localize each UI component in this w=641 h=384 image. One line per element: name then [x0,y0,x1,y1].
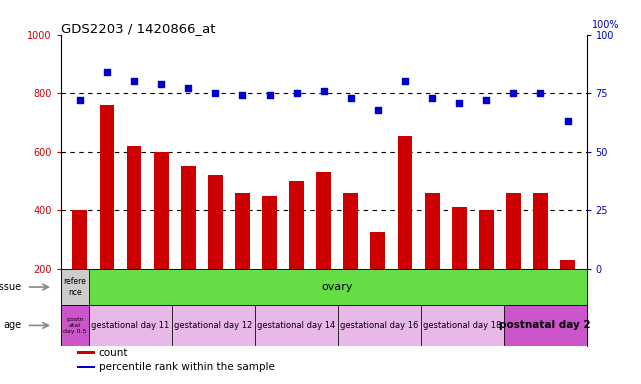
Point [373,106,383,113]
Bar [344,193,358,269]
Point [345,95,356,101]
Bar [88,305,172,346]
Point [102,69,112,75]
Point [481,97,492,103]
Bar [424,193,440,269]
Text: age: age [3,320,22,330]
Point [237,93,247,99]
Bar [77,351,95,354]
Bar [235,193,250,269]
Bar [181,166,196,269]
Point [264,93,274,99]
Point [400,78,410,84]
Bar [127,146,142,269]
Bar [172,305,254,346]
Text: ovary: ovary [322,282,353,292]
Text: postnatal day 2: postnatal day 2 [499,320,591,330]
Text: tissue: tissue [0,282,22,292]
Point [183,85,194,91]
Text: GDS2203 / 1420866_at: GDS2203 / 1420866_at [61,22,215,35]
Text: gestational day 14: gestational day 14 [257,321,335,330]
Point [319,88,329,94]
Bar [72,210,87,269]
Bar [77,366,95,369]
Text: refere
nce: refere nce [63,277,86,297]
Text: 100%: 100% [592,20,619,30]
Text: gestational day 18: gestational day 18 [423,321,501,330]
Bar [61,269,88,305]
Bar [533,193,548,269]
Bar [208,175,223,269]
Point [508,90,519,96]
Bar [338,305,420,346]
Point [562,118,572,124]
Bar [397,136,412,269]
Point [535,90,545,96]
Bar [154,152,169,269]
Text: gestational day 11: gestational day 11 [91,321,169,330]
Point [156,81,166,87]
Bar [316,172,331,269]
Point [292,90,302,96]
Bar [560,260,575,269]
Bar [504,305,587,346]
Text: gestational day 16: gestational day 16 [340,321,418,330]
Bar [262,196,277,269]
Bar [452,207,467,269]
Bar [420,305,504,346]
Bar [289,181,304,269]
Bar [370,232,385,269]
Bar [254,305,338,346]
Text: postn
atal
day 0.5: postn atal day 0.5 [63,317,87,334]
Bar [479,210,494,269]
Bar [61,305,88,346]
Bar [506,193,520,269]
Point [210,90,221,96]
Point [75,97,85,103]
Point [427,95,437,101]
Point [454,99,464,106]
Text: gestational day 12: gestational day 12 [174,321,252,330]
Bar [99,105,114,269]
Text: count: count [99,348,128,358]
Point [129,78,139,84]
Text: percentile rank within the sample: percentile rank within the sample [99,362,274,372]
